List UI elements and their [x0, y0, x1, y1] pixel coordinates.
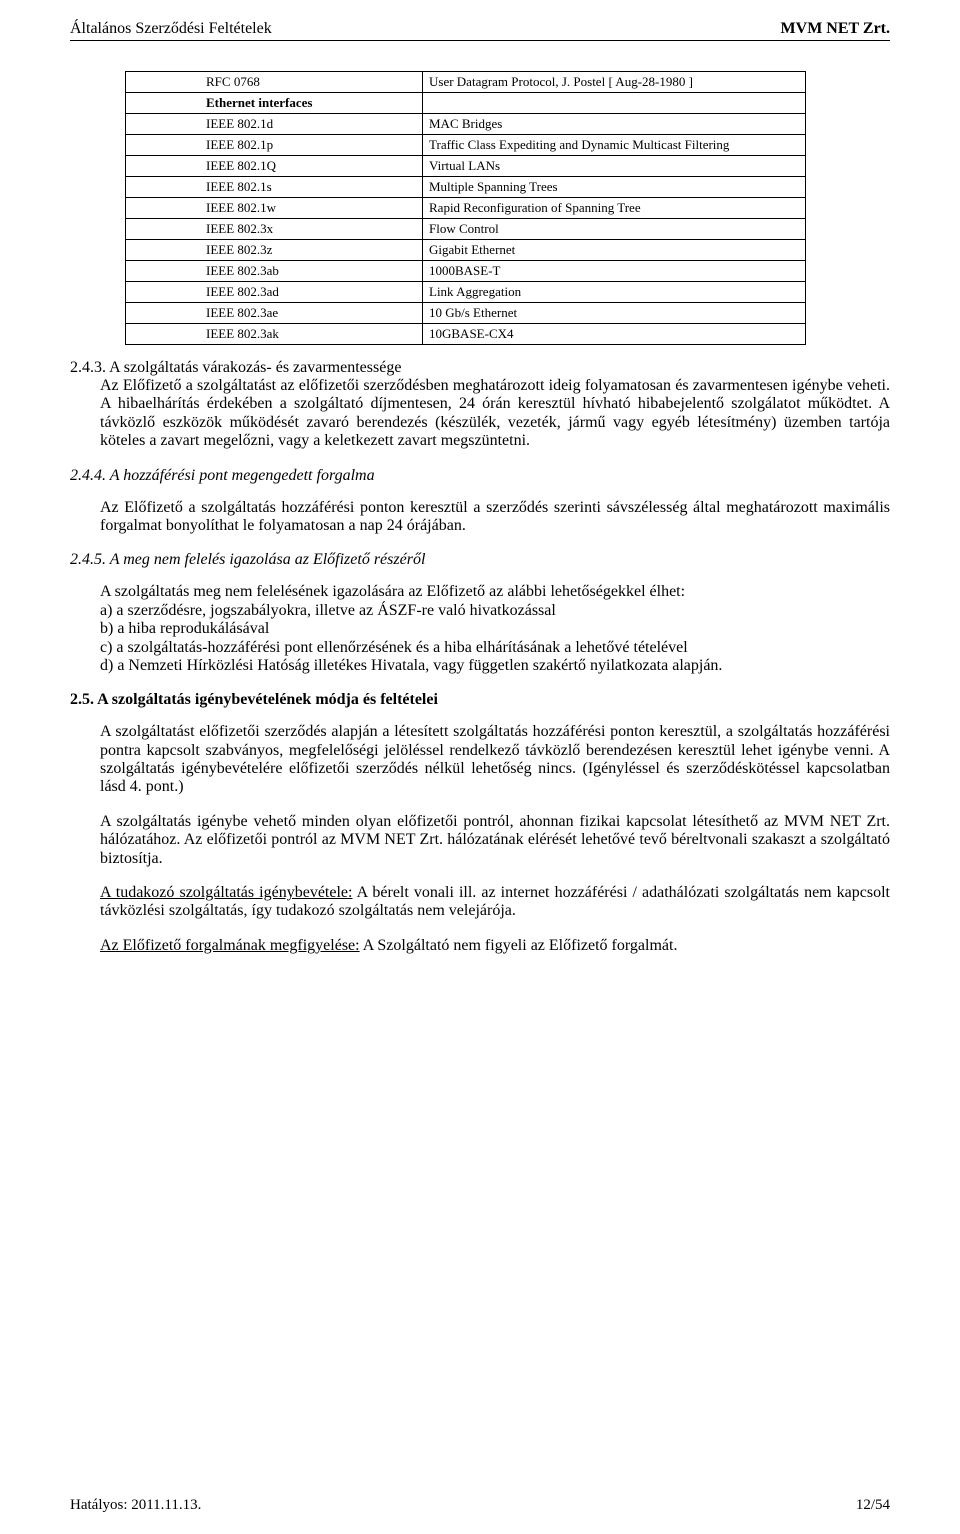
para-2-5-d: Az Előfizető forgalmának megfigyelése: A… — [100, 937, 890, 955]
page-header: Általános Szerződési Feltételek MVM NET … — [70, 20, 890, 41]
table-cell-left: IEEE 802.1w — [126, 198, 423, 219]
para-2-5-c-underline: A tudakozó szolgáltatás igénybevétele: — [100, 884, 352, 901]
table-cell-right: 10GBASE-CX4 — [423, 324, 806, 345]
heading-2-4-3: 2.4.3. A szolgáltatás várakozás- és zava… — [70, 359, 890, 377]
table-cell-left: IEEE 802.1d — [126, 114, 423, 135]
table-cell-right: 10 Gb/s Ethernet — [423, 303, 806, 324]
para-2-5-c: A tudakozó szolgáltatás igénybevétele: A… — [100, 884, 890, 921]
footer-right: 12/54 — [856, 1497, 890, 1514]
table-cell-right: Multiple Spanning Trees — [423, 177, 806, 198]
page-footer: Hatályos: 2011.11.13. 12/54 — [70, 1497, 890, 1514]
table-cell-left: IEEE 802.3ak — [126, 324, 423, 345]
para-2-4-3: Az Előfizető a szolgáltatást az előfizet… — [100, 377, 890, 451]
table-cell-left: IEEE 802.1Q — [126, 156, 423, 177]
table-cell-right: 1000BASE-T — [423, 261, 806, 282]
table-cell-right: Flow Control — [423, 219, 806, 240]
table-cell-left: RFC 0768 — [126, 72, 423, 93]
table-cell-left: IEEE 802.1p — [126, 135, 423, 156]
table-cell-left: IEEE 802.3z — [126, 240, 423, 261]
table-cell-left: IEEE 802.3ab — [126, 261, 423, 282]
list-item: b) a hiba reprodukálásával — [100, 620, 890, 638]
table-cell-left: IEEE 802.3x — [126, 219, 423, 240]
para-2-5-b: A szolgáltatás igénybe vehető minden oly… — [100, 813, 890, 868]
table-cell-right: User Datagram Protocol, J. Postel [ Aug-… — [423, 72, 806, 93]
para-2-5-a: A szolgáltatást előfizetői szerződés ala… — [100, 723, 890, 797]
list-2-4-5: A szolgáltatás meg nem felelésének igazo… — [100, 583, 890, 675]
standards-table: RFC 0768User Datagram Protocol, J. Poste… — [125, 71, 806, 345]
table-cell-right: Gigabit Ethernet — [423, 240, 806, 261]
list-item: a) a szerződésre, jogszabályokra, illetv… — [100, 602, 890, 620]
footer-left: Hatályos: 2011.11.13. — [70, 1497, 201, 1514]
list-intro: A szolgáltatás meg nem felelésének igazo… — [100, 583, 890, 601]
table-cell-right: Traffic Class Expediting and Dynamic Mul… — [423, 135, 806, 156]
list-item: c) a szolgáltatás-hozzáférési pont ellen… — [100, 639, 890, 657]
table-cell-right — [423, 93, 806, 114]
header-left: Általános Szerződési Feltételek — [70, 20, 272, 38]
para-2-5-d-underline: Az Előfizető forgalmának megfigyelése: — [100, 937, 360, 954]
table-cell-right: Virtual LANs — [423, 156, 806, 177]
heading-2-4-5: 2.4.5. A meg nem felelés igazolása az El… — [70, 551, 890, 569]
table-cell-left: Ethernet interfaces — [126, 93, 423, 114]
para-2-5-d-rest: A Szolgáltató nem figyeli az Előfizető f… — [360, 937, 678, 954]
table-cell-left: IEEE 802.3ad — [126, 282, 423, 303]
table-cell-right: MAC Bridges — [423, 114, 806, 135]
table-cell-right: Link Aggregation — [423, 282, 806, 303]
para-2-4-4: Az Előfizető a szolgáltatás hozzáférési … — [100, 499, 890, 536]
header-right: MVM NET Zrt. — [781, 20, 890, 38]
heading-2-5: 2.5. A szolgáltatás igénybevételének mód… — [70, 691, 890, 709]
list-item: d) a Nemzeti Hírközlési Hatóság illetéke… — [100, 657, 890, 675]
heading-2-4-4: 2.4.4. A hozzáférési pont megengedett fo… — [70, 467, 890, 485]
table-cell-left: IEEE 802.1s — [126, 177, 423, 198]
table-cell-right: Rapid Reconfiguration of Spanning Tree — [423, 198, 806, 219]
table-cell-left: IEEE 802.3ae — [126, 303, 423, 324]
